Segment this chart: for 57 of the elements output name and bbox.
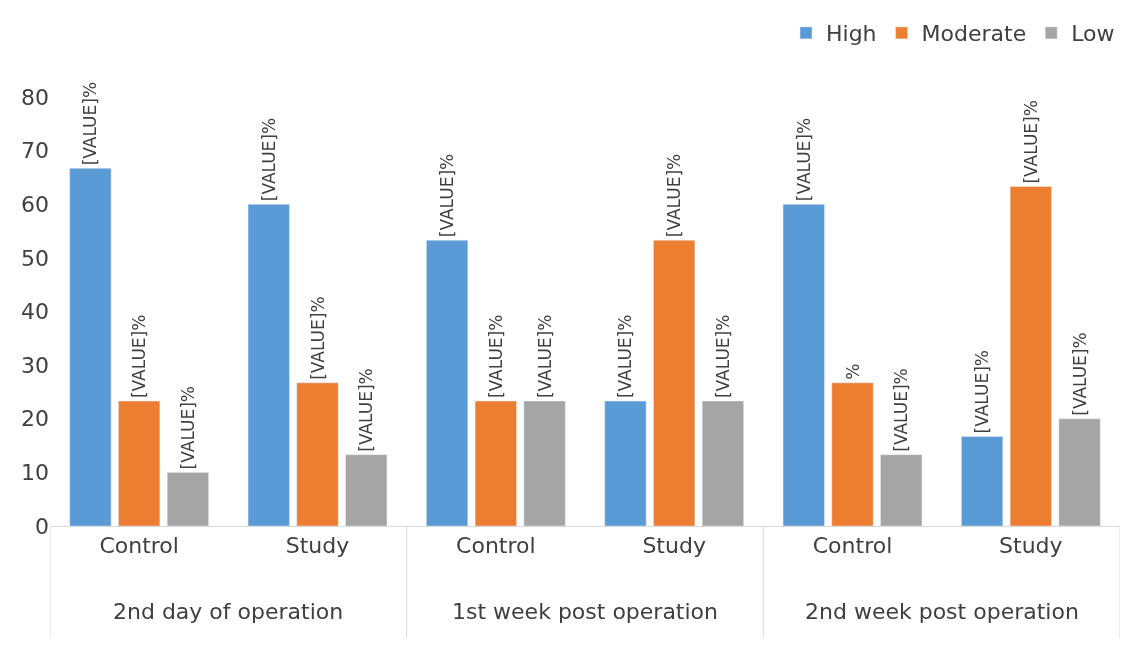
bar — [653, 239, 696, 526]
data-label: [VALUE]% — [1020, 100, 1041, 184]
y-tick-label: 40 — [21, 299, 49, 325]
data-label: [VALUE]% — [712, 314, 733, 399]
data-label: [VALUE]% — [664, 153, 685, 238]
x-tick-label: Control — [99, 533, 179, 559]
y-tick-label: 10 — [21, 460, 49, 486]
bar — [604, 400, 647, 526]
bar — [1009, 186, 1052, 526]
y-tick-label: 80 — [21, 84, 49, 110]
text: 1st week post operation — [452, 599, 719, 624]
data-label: [VALUE]% — [891, 368, 912, 452]
x-tick-label: Control — [456, 533, 536, 559]
bar — [345, 454, 388, 526]
data-label: [VALUE]% — [534, 314, 555, 399]
bar — [69, 168, 112, 526]
data-label: [VALUE]% — [615, 314, 636, 399]
data-label: [VALUE]% — [972, 350, 993, 434]
data-label: [VALUE]% — [129, 314, 150, 399]
bar — [247, 204, 290, 526]
data-label: [VALUE]% — [258, 117, 279, 202]
x-tick-label: Study — [642, 533, 706, 559]
text: 2nd week post operation — [805, 599, 1079, 624]
data-label: [VALUE]% — [356, 368, 377, 452]
bar — [166, 472, 209, 526]
bar — [782, 204, 825, 526]
bar — [831, 382, 874, 526]
data-label: [VALUE]% — [307, 296, 328, 380]
y-tick-label: 70 — [21, 138, 49, 164]
data-label: [VALUE]% — [1069, 332, 1090, 416]
y-tick-label: 50 — [21, 245, 49, 271]
bar — [523, 400, 566, 526]
data-label: [VALUE]% — [80, 81, 101, 166]
bar — [1058, 418, 1101, 526]
legend-label: Low — [1071, 21, 1115, 47]
x-tick-label: Control — [812, 533, 893, 559]
bar — [961, 436, 1004, 526]
data-label: [VALUE]% — [437, 153, 458, 238]
y-tick-label: 60 — [21, 191, 49, 217]
bar — [426, 239, 469, 526]
x-tick-label: Study — [999, 533, 1063, 559]
legend-label: Moderate — [921, 21, 1027, 47]
bar — [880, 454, 923, 526]
legend-label: High — [826, 21, 877, 47]
x-tick-label: Study — [285, 533, 350, 559]
data-label: [VALUE]% — [177, 385, 198, 470]
y-tick-label: 30 — [21, 352, 49, 378]
data-label: % — [842, 363, 863, 380]
y-tick-label: 20 — [21, 406, 49, 432]
y-tick-label: 0 — [35, 513, 49, 539]
bar — [701, 400, 744, 526]
text: 2nd day of operation — [113, 599, 344, 624]
data-label: [VALUE]% — [793, 117, 814, 202]
bar — [296, 382, 339, 526]
data-label: [VALUE]% — [485, 314, 506, 399]
bar — [474, 400, 517, 526]
bar — [118, 400, 161, 526]
